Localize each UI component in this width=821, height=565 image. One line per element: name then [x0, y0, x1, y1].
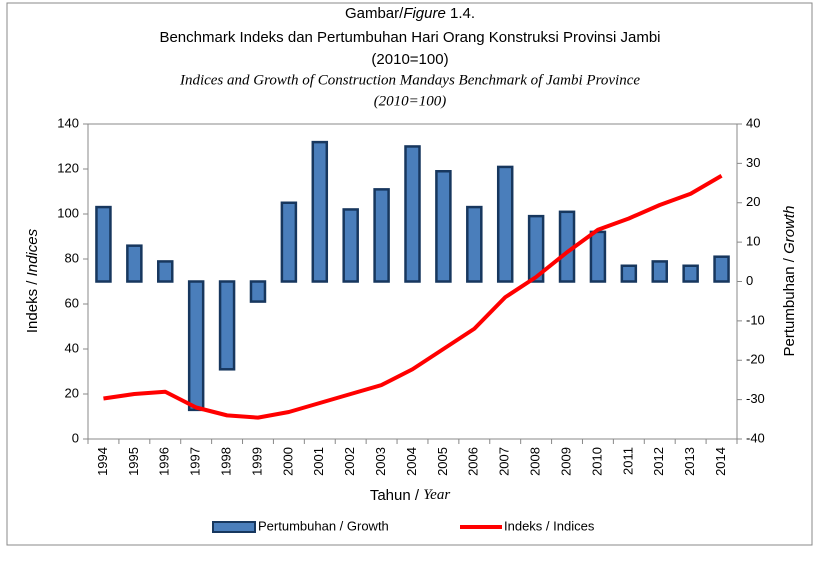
x-tick-label: 2003 [373, 447, 388, 476]
y2-tick-label: 40 [746, 115, 760, 130]
x-tick-label: 2012 [651, 447, 666, 476]
bar [218, 280, 236, 371]
x-tick-label: 1995 [126, 447, 141, 476]
bar [496, 165, 514, 283]
legend-label: Pertumbuhan / Growth [258, 518, 389, 533]
y2-tick-label: 30 [746, 155, 760, 170]
x-tick-label: 2005 [435, 447, 450, 476]
subtitle-en-base: (2010=100) [374, 93, 447, 109]
label-part: Growth [781, 206, 798, 254]
x-tick-label: 1999 [249, 447, 264, 476]
bar [249, 280, 267, 303]
y-tick-label: 60 [65, 295, 79, 310]
y2-tick-label: 0 [746, 273, 753, 288]
x-tick-label: 2010 [589, 447, 604, 476]
label-part: Pertumbuhan / [781, 254, 798, 357]
y2-tick-label: 10 [746, 234, 760, 249]
x-tick-label: 2004 [404, 447, 419, 476]
line [103, 174, 723, 420]
x-tick-label: 2002 [342, 447, 357, 476]
y2-tick-label: 20 [746, 194, 760, 209]
y-tick-label: 140 [57, 115, 79, 130]
label-part: Tahun / [370, 487, 423, 504]
y-tick-label: 40 [65, 340, 79, 355]
y2-axis-label: Pertumbuhan / Growth [781, 206, 798, 357]
label-part: Indices [24, 228, 41, 276]
bar [527, 214, 545, 283]
y-tick-label: 100 [57, 205, 79, 220]
y-tick-label: 0 [72, 430, 79, 445]
title-part: Figure [403, 5, 446, 22]
x-tick-label: 2008 [528, 447, 543, 476]
bar [342, 208, 359, 283]
chart-title: Gambar/Figure 1.4. [345, 5, 475, 22]
x-axis-label: Tahun / Year [370, 487, 450, 504]
bar [651, 260, 668, 283]
x-tick-label: 2001 [311, 447, 326, 476]
x-tick-label: 1994 [95, 447, 110, 476]
bar [126, 244, 143, 283]
y2-tick-label: -20 [746, 352, 765, 367]
subtitle-en: Indices and Growth of Construction Manda… [179, 72, 640, 88]
label-part: Indeks / [24, 276, 41, 333]
bar [280, 201, 298, 283]
y2-tick-label: -40 [746, 430, 765, 445]
bar [620, 264, 638, 283]
y-tick-label: 120 [57, 160, 79, 175]
x-tick-label: 2007 [497, 447, 512, 476]
x-tick-label: 2011 [620, 447, 635, 475]
title-part: Gambar/ [345, 5, 404, 22]
bar [713, 255, 730, 283]
bar [466, 205, 483, 283]
y2-tick-label: -30 [746, 391, 765, 406]
x-tick-label: 2009 [558, 447, 573, 476]
x-tick-label: 1997 [188, 447, 203, 476]
y2-tick-label: -10 [746, 312, 765, 327]
bar [589, 230, 607, 283]
subtitle-base: (2010=100) [371, 51, 448, 68]
bar [187, 280, 205, 412]
bar [682, 264, 699, 283]
x-tick-label: 2000 [280, 447, 295, 476]
y-axis-label: Indeks / Indices [24, 228, 41, 333]
x-tick-label: 2014 [713, 447, 728, 476]
bar [95, 205, 112, 283]
y-tick-label: 80 [65, 250, 79, 265]
bar [435, 170, 452, 283]
x-tick-label: 1996 [157, 447, 172, 476]
subtitle: Benchmark Indeks dan Pertumbuhan Hari Or… [159, 29, 660, 46]
x-tick-label: 1998 [219, 447, 234, 476]
x-tick-label: 2006 [466, 447, 481, 476]
bar [373, 188, 390, 283]
x-tick-label: 2013 [682, 447, 697, 476]
label-part: Year [423, 487, 450, 503]
bar [404, 145, 421, 283]
legend-label: Indeks / Indices [504, 518, 595, 533]
title-part: 1.4. [446, 5, 475, 22]
legend-swatch [212, 521, 256, 533]
bar [311, 140, 329, 283]
y-tick-label: 20 [65, 385, 79, 400]
bar [157, 260, 174, 283]
